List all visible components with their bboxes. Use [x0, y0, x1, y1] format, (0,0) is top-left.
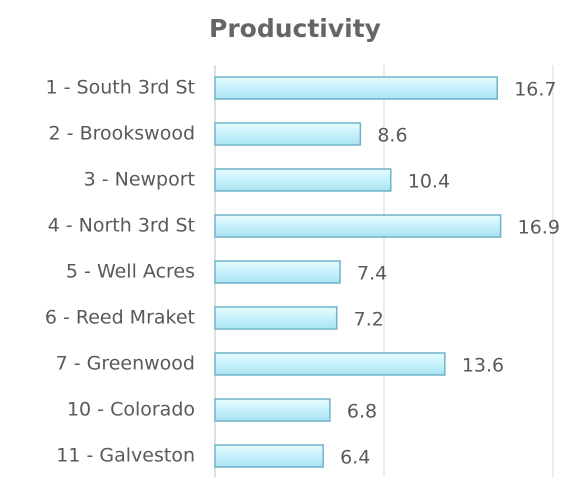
y-tick-label: 3 - Newport: [84, 169, 195, 191]
y-tick-label: 7 - Greenwood: [56, 353, 195, 375]
bar: [214, 122, 362, 146]
bar: [214, 76, 498, 100]
y-tick-label: 5 - Well Acres: [66, 261, 195, 283]
bar: [214, 260, 341, 284]
value-label: 13.6: [462, 355, 504, 377]
bar: [214, 444, 324, 468]
y-tick-label: 10 - Colorado: [67, 399, 195, 421]
chart-title: Productivity: [209, 14, 381, 43]
value-label: 7.4: [357, 263, 387, 285]
value-label: 8.6: [377, 125, 407, 147]
y-tick-label: 2 - Brookswood: [49, 123, 195, 145]
value-label: 16.7: [514, 79, 556, 101]
y-tick-label: 11 - Galveston: [56, 445, 195, 467]
y-tick-label: 6 - Reed Mraket: [45, 307, 195, 329]
value-label: 10.4: [408, 171, 450, 193]
bar: [214, 306, 338, 330]
value-label: 6.8: [347, 401, 377, 423]
value-label: 7.2: [354, 309, 384, 331]
bar: [214, 398, 331, 422]
bar: [214, 214, 502, 238]
value-label: 16.9: [518, 217, 560, 239]
bar: [214, 168, 392, 192]
value-label: 6.4: [340, 447, 370, 469]
y-tick-label: 1 - South 3rd St: [46, 77, 195, 99]
bar: [214, 352, 446, 376]
y-tick-label: 4 - North 3rd St: [48, 215, 195, 237]
